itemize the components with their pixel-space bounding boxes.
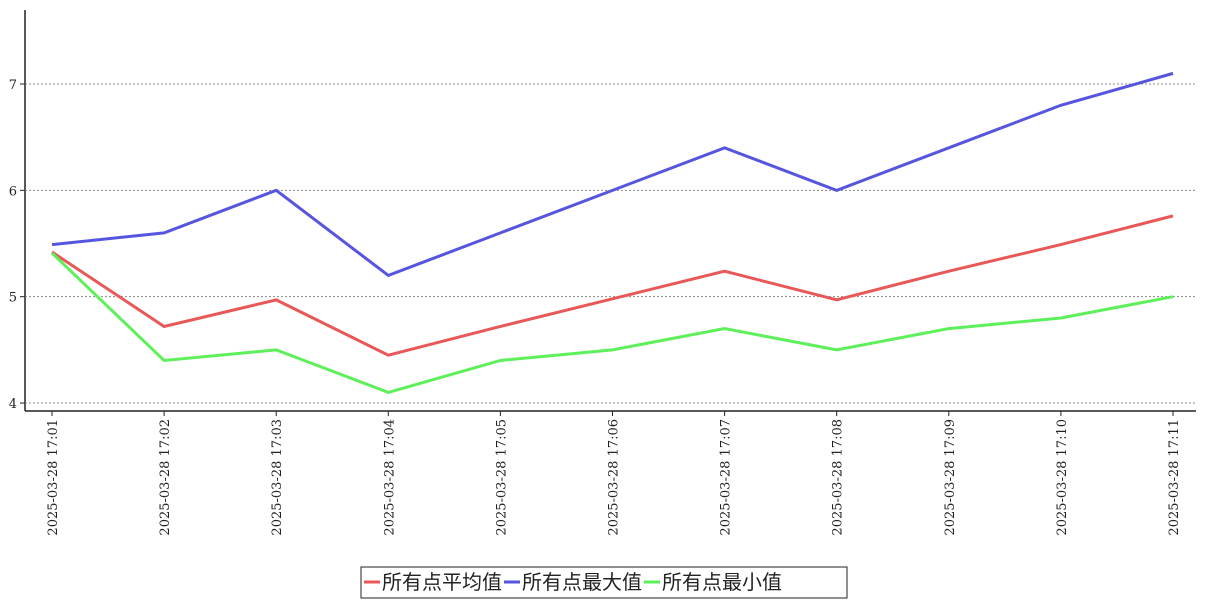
y-tick-label: 6 (9, 184, 17, 199)
x-tick-label: 2025-03-28 17:08 (831, 419, 846, 536)
legend-label: 所有点平均值 (382, 570, 502, 594)
y-tick-label: 7 (9, 78, 17, 93)
x-tick-label: 2025-03-28 17:06 (607, 419, 622, 536)
legend-label: 所有点最大值 (522, 570, 642, 594)
x-tick-label: 2025-03-28 17:07 (719, 419, 734, 536)
y-tick-label: 5 (9, 291, 17, 306)
series-line (51, 71, 1174, 278)
series-line (50, 252, 1174, 394)
x-tick-label: 2025-03-28 17:05 (494, 419, 509, 536)
x-tick-label: 2025-03-28 17:01 (46, 419, 61, 536)
x-tick-label: 2025-03-28 17:03 (270, 419, 285, 536)
x-tick-label: 2025-03-28 17:11 (1167, 419, 1182, 536)
x-tick-label: 2025-03-28 17:04 (382, 419, 397, 536)
x-tick-label: 2025-03-28 17:02 (158, 419, 173, 536)
x-tick-label: 2025-03-28 17:10 (1055, 419, 1070, 536)
legend-label: 所有点最小值 (662, 570, 782, 594)
series-line (51, 214, 1174, 357)
legend-box (360, 566, 848, 599)
y-tick-label: 4 (9, 397, 17, 412)
x-tick-label: 2025-03-28 17:09 (943, 419, 958, 536)
